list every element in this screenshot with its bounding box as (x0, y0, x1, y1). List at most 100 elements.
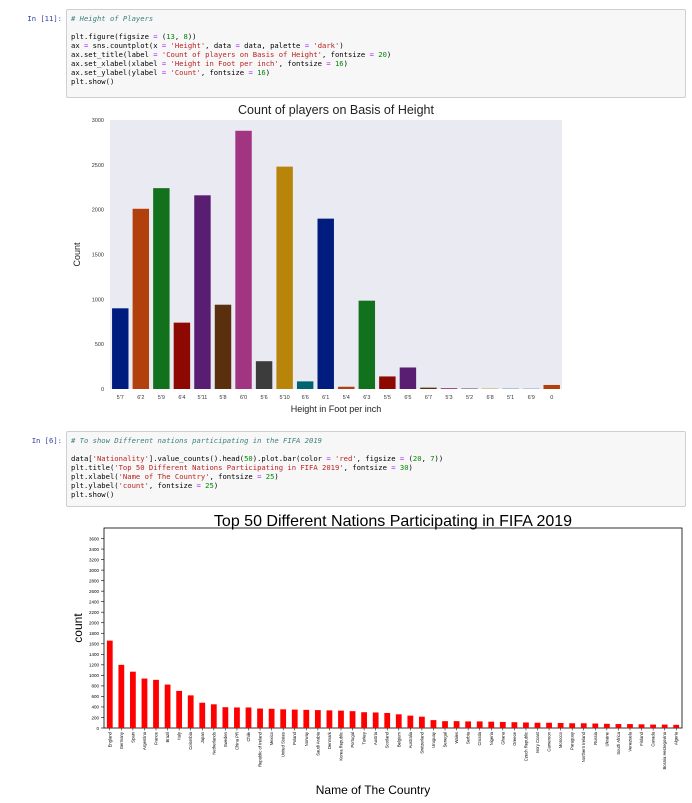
code-token: = (391, 463, 396, 472)
code-token: 13 (166, 32, 175, 41)
x-tick-label: Morocco (558, 731, 563, 748)
x-tick-label: Portugal (350, 732, 355, 748)
x-tick-label: 6'9 (528, 395, 535, 401)
bar (523, 722, 529, 728)
x-tick-label: 6'7 (425, 395, 432, 401)
nations-barplot: Top 50 Different Nations Participating i… (71, 513, 683, 797)
bar (395, 714, 402, 728)
x-tick-label: Wales (454, 732, 459, 743)
bar (314, 710, 321, 728)
y-tick-label: 3000 (92, 118, 104, 124)
bar (141, 678, 148, 728)
bar (673, 724, 680, 728)
code-token: = (161, 41, 167, 50)
x-tick-label: Argentina (142, 731, 147, 750)
x-tick-label: 6'4 (178, 395, 185, 401)
y-tick-label: 800 (91, 684, 99, 689)
bar (440, 388, 458, 389)
x-tick-label: 5'9 (158, 395, 165, 401)
code-token: = (369, 50, 374, 59)
y-axis-label: Count (72, 242, 82, 267)
y-tick-label: 0 (101, 387, 104, 393)
code-token: = (257, 472, 262, 481)
bar (407, 715, 414, 728)
bar (546, 722, 552, 728)
x-tick-label: Sweden (223, 731, 228, 747)
code-line (71, 445, 681, 454)
bar (543, 384, 560, 389)
x-axis-label: Name of The Country (316, 783, 431, 797)
x-tick-label: Paraguay (570, 731, 575, 750)
bar (399, 367, 417, 389)
bar (476, 721, 483, 728)
bar (338, 386, 355, 389)
x-tick-label: Nigeria (489, 731, 494, 745)
code-token: , fontsize (278, 59, 327, 68)
code-token: , fontsize (321, 50, 370, 59)
code-token: data[ (71, 454, 93, 463)
y-tick-label: 1800 (89, 631, 100, 636)
x-tick-label: Ghana (500, 731, 505, 744)
code-token: plt.show() (71, 77, 115, 86)
code-token: ) (339, 41, 344, 50)
x-tick-label: France (154, 731, 159, 745)
bar (153, 679, 159, 728)
code-token: = (153, 32, 158, 41)
x-tick-label: 5'1 (507, 395, 514, 401)
code-token: 'Top 50 Different Nations Participating … (114, 463, 344, 472)
x-tick-label: China PR (234, 732, 239, 750)
code-token: , figsize (356, 454, 400, 463)
bar (118, 664, 125, 728)
bar (358, 300, 376, 389)
bar (187, 695, 194, 728)
code-token: ax.set_title(label (71, 50, 154, 59)
code-token: , fontsize (148, 481, 197, 490)
code-token: , (174, 32, 184, 41)
code-token: ( (404, 454, 413, 463)
code-token: 'Height in Foot per inch' (170, 59, 279, 68)
code-line: # Height of Players (71, 14, 681, 23)
y-tick-label: 400 (91, 705, 99, 710)
code-cell-2[interactable]: # To show Different nations participatin… (66, 431, 686, 507)
code-token: # Height of Players (71, 14, 154, 23)
x-tick-label: Spain (130, 731, 135, 742)
x-tick-label: Senegal (443, 732, 448, 747)
bar (317, 218, 334, 389)
x-tick-label: 5'7 (117, 395, 124, 401)
x-tick-label: 5'10 (280, 395, 290, 401)
code-token: ) (343, 59, 348, 68)
y-tick-label: 3600 (89, 536, 100, 541)
bar (176, 690, 183, 728)
bar (379, 376, 396, 389)
x-tick-label: Turkey (362, 731, 367, 745)
bar (280, 709, 287, 728)
x-axis-label: Height in Foot per inch (291, 404, 382, 414)
code-token: ) (386, 50, 392, 59)
code-line: plt.figure(figsize = (13, 8)) (71, 32, 681, 41)
bar (153, 188, 170, 389)
code-cell-1[interactable]: # Height of Players plt.figure(figsize =… (66, 9, 686, 98)
x-tick-label: Australia (408, 731, 413, 748)
code-token: , fontsize (200, 68, 249, 77)
cell-1-prompt: In [11]: (27, 14, 62, 23)
bar (661, 724, 668, 728)
y-tick-label: 1500 (92, 253, 104, 259)
code-line: plt.show() (71, 490, 681, 499)
code-token: 'Count' (170, 68, 201, 77)
bar (303, 709, 310, 728)
bar (465, 721, 472, 728)
x-tick-label: Italy (177, 731, 182, 740)
bar (164, 684, 171, 728)
y-tick-label: 1000 (89, 673, 100, 678)
x-tick-label: 6'5 (404, 395, 411, 401)
x-tick-label: Serbia (466, 731, 471, 744)
plot-frame (103, 527, 683, 729)
code-token: ) (213, 481, 219, 490)
bar (235, 130, 252, 389)
code-token: 16 (257, 68, 266, 77)
bar (511, 722, 518, 728)
y-tick-label: 2600 (89, 589, 100, 594)
y-tick-label: 3200 (89, 557, 100, 562)
x-tick-label: South Africa (616, 731, 621, 754)
code-token: plt.show() (71, 490, 115, 499)
